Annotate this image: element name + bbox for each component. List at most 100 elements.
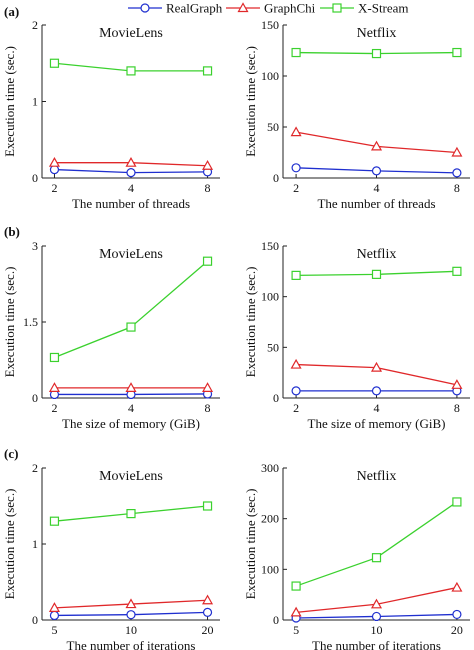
series-x-stream [49,501,213,526]
y-tick-label: 0 [32,171,38,185]
data-point [452,609,462,620]
legend-marker [140,3,150,13]
data-point [202,66,213,76]
data-point [371,386,382,396]
data-point [126,168,136,178]
y-tick-label: 150 [261,18,279,32]
series-realgraph [49,164,213,178]
x-tick-label: 4 [374,181,380,195]
chart-2: 0 50 100 150 2 4 8 Netflix The number of threads… [243,18,470,211]
series-graphchi [48,594,214,612]
x-tick-label: 20 [202,623,214,637]
data-point [291,386,301,396]
x-tick-label: 2 [293,181,299,195]
panel-label: (b) [4,224,20,239]
x-tick-label: 8 [205,401,211,415]
y-tick-label: 0 [32,613,38,627]
x-tick-label: 10 [371,623,383,637]
x-tick-label: 5 [293,623,299,637]
y-tick-label: 1.5 [23,315,38,329]
data-point [202,382,214,392]
x-axis-label: The number of threads [317,196,435,211]
x-tick-label: 20 [451,623,463,637]
data-point [48,156,60,167]
x-tick-label: 4 [374,401,380,415]
data-point [49,610,60,621]
chart-title: MovieLens [99,247,163,262]
data-point [48,602,60,612]
x-tick-label: 2 [293,401,299,415]
y-tick-label: 1 [32,95,38,109]
series-x-stream [49,58,213,76]
data-point [290,606,302,617]
data-point [49,516,60,526]
y-tick-label: 100 [261,69,279,83]
series-realgraph [291,386,462,396]
data-point [290,358,302,369]
y-tick-label: 150 [261,239,279,253]
data-point [452,266,462,276]
x-tick-label: 4 [128,181,134,195]
y-axis-label: Execution time (sec.) [2,489,17,600]
data-point [370,140,383,151]
data-point [125,598,137,609]
chart-1: 0 1 2 2 4 8 MovieLens The number of threads Exec… [2,18,220,211]
y-tick-label: 0 [273,391,279,405]
y-tick-label: 300 [261,461,279,475]
data-point [126,322,136,332]
data-point [126,509,136,519]
series-graphchi [48,382,214,392]
y-tick-label: 100 [261,290,279,304]
x-tick-label: 8 [205,181,211,195]
series-x-stream [49,256,213,363]
y-tick-label: 50 [267,340,279,354]
legend-entry-graphchi: GraphChi [226,1,316,16]
x-tick-label: 8 [454,401,460,415]
series-graphchi [290,581,463,617]
x-tick-label: 5 [51,623,57,637]
y-axis-label: Execution time (sec.) [243,46,258,157]
series-line [295,501,458,587]
data-point [202,607,213,618]
x-axis-label: The number of iterations [312,638,441,650]
chart-title: MovieLens [99,469,163,484]
x-tick-label: 10 [125,623,137,637]
data-point [371,48,382,59]
legend-marker [237,2,249,13]
data-point [370,598,383,609]
data-point [126,610,136,620]
data-point [371,269,382,279]
x-tick-label: 2 [51,181,57,195]
y-axis-label: Execution time (sec.) [243,267,258,378]
y-axis-label: Execution time (sec.) [2,267,17,378]
data-point [125,382,137,392]
data-point [452,497,462,507]
series-line [54,260,208,359]
data-point [202,594,214,605]
data-point [290,126,302,137]
legend-marker [332,3,342,13]
data-point [126,66,136,76]
data-point [370,361,383,372]
series-realgraph [49,607,213,621]
data-point [452,47,462,58]
data-point [452,168,462,178]
panel-label: (a) [4,4,19,19]
data-point [371,166,382,176]
y-tick-label: 50 [267,120,279,134]
y-tick-label: 2 [32,461,38,475]
legend-label: RealGraph [166,1,223,16]
data-point [291,581,301,591]
y-tick-label: 0 [273,613,279,627]
legend-entry-realgraph: RealGraph [128,1,223,16]
y-axis-label: Execution time (sec.) [2,46,17,157]
chart-title: MovieLens [99,26,163,41]
y-tick-label: 0 [32,391,38,405]
legend-entry-x-stream: X-Stream [320,1,409,16]
y-tick-label: 2 [32,18,38,32]
x-tick-label: 8 [454,181,460,195]
legend-label: X-Stream [358,1,409,16]
y-tick-label: 1 [32,537,38,551]
series-realgraph [291,163,462,178]
